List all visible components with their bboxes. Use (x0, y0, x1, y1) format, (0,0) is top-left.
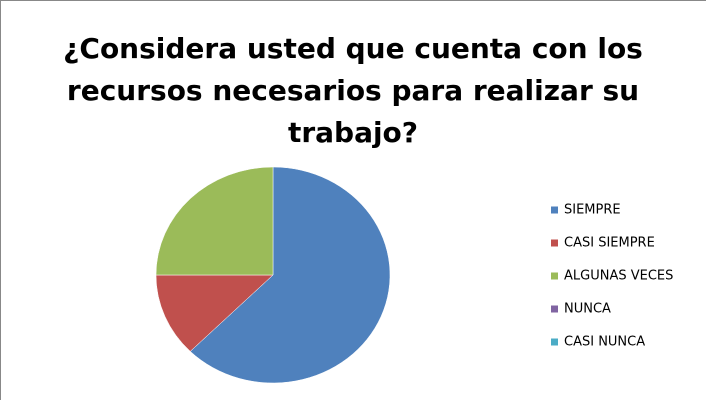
legend-swatch (551, 239, 558, 247)
legend-label: CASI NUNCA (564, 335, 645, 350)
legend-label: CASI SIEMPRE (564, 236, 655, 251)
legend-swatch (551, 305, 558, 313)
chart-title: ¿Considera usted que cuenta con los recu… (63, 32, 643, 149)
pie-slice (155, 166, 274, 276)
pie-slice (155, 274, 274, 352)
legend-swatch (551, 272, 558, 280)
legend-label: NUNCA (564, 302, 611, 317)
legend-label: ALGUNAS VECES (564, 269, 673, 284)
legend-swatch (551, 338, 558, 346)
pie-slice (189, 166, 391, 384)
legend-label: SIEMPRE (564, 203, 621, 218)
legend-swatch (551, 206, 558, 214)
